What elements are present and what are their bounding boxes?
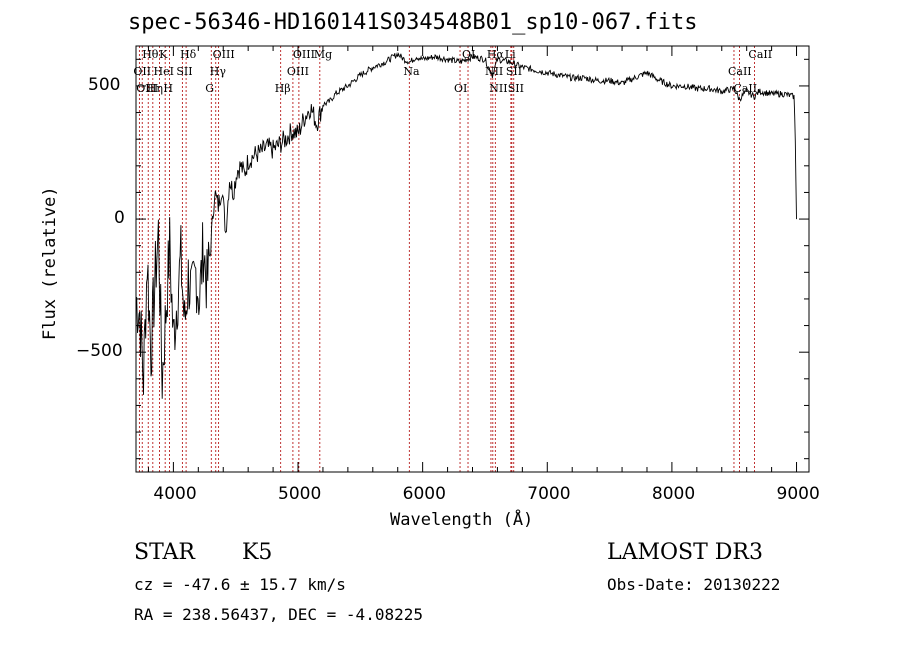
line-label-21: Hα	[486, 48, 504, 61]
spectrum-line	[135, 51, 797, 399]
line-label-26: CaII	[733, 82, 758, 95]
line-label-8: H	[163, 82, 173, 95]
chart-title: spec-56346-HD160141S034548B01_sp10-067.f…	[128, 10, 698, 35]
line-label-18: OI	[462, 48, 476, 61]
line-label-22: SII	[505, 65, 523, 78]
line-label-11: G	[205, 82, 215, 95]
axis-ticks	[136, 46, 809, 472]
line-label-25: CaII	[727, 65, 752, 78]
line-label-24: Li	[504, 48, 516, 61]
line-label-17: OI	[454, 82, 468, 95]
line-label-13: OIII	[286, 65, 309, 78]
line-label-10: Hγ	[209, 65, 226, 78]
redshift-value: cz = -47.6 ± 15.7 km/s	[134, 575, 346, 594]
line-label-9: OIII	[212, 48, 235, 61]
line-label-14: Hβ	[274, 82, 291, 95]
x-tick-label-8000: 8000	[651, 484, 696, 504]
line-label-0: Hθ	[142, 48, 159, 61]
line-label-7: SII	[176, 65, 193, 78]
survey-name: LAMOST DR3	[607, 540, 763, 565]
x-axis-label: Wavelength (Å)	[390, 510, 534, 530]
line-label-2: OIII	[136, 82, 159, 95]
line-label-15: Mg	[313, 48, 333, 61]
spectrum-series	[135, 51, 797, 399]
y-tick-label-0: 0	[114, 208, 125, 229]
line-label-19: NII	[484, 65, 504, 78]
line-label-5: Hη	[146, 82, 163, 95]
coordinates: RA = 238.56437, DEC = -4.08225	[134, 605, 423, 624]
line-label-6: Hδ	[180, 48, 197, 61]
observation-date: Obs-Date: 20130222	[607, 575, 781, 594]
line-label-4: HeI	[153, 65, 174, 78]
line-label-27: CaII	[748, 48, 773, 61]
x-tick-label-4000: 4000	[153, 484, 197, 504]
y-tick-label-500: 500	[88, 74, 121, 95]
object-class: STAR	[134, 540, 195, 565]
x-tick-label-7000: 7000	[527, 484, 571, 504]
line-markers	[138, 46, 755, 472]
x-tick-label-6000: 6000	[402, 484, 446, 504]
line-label-23: SII	[507, 82, 524, 95]
y-axis-label: Flux (relative)	[40, 186, 60, 340]
line-label-20: NII	[489, 82, 508, 95]
line-label-3: K	[159, 48, 168, 61]
x-tick-label-5000: 5000	[278, 484, 322, 504]
plot-frame	[135, 45, 810, 473]
object-subclass: K5	[242, 540, 273, 565]
line-label-12: OIII	[292, 48, 315, 61]
line-label-16: Na	[403, 65, 420, 78]
line-label-1: OII	[133, 65, 152, 78]
x-tick-label-9000: 9000	[776, 484, 820, 504]
y-tick-label--500: −500	[76, 341, 123, 362]
